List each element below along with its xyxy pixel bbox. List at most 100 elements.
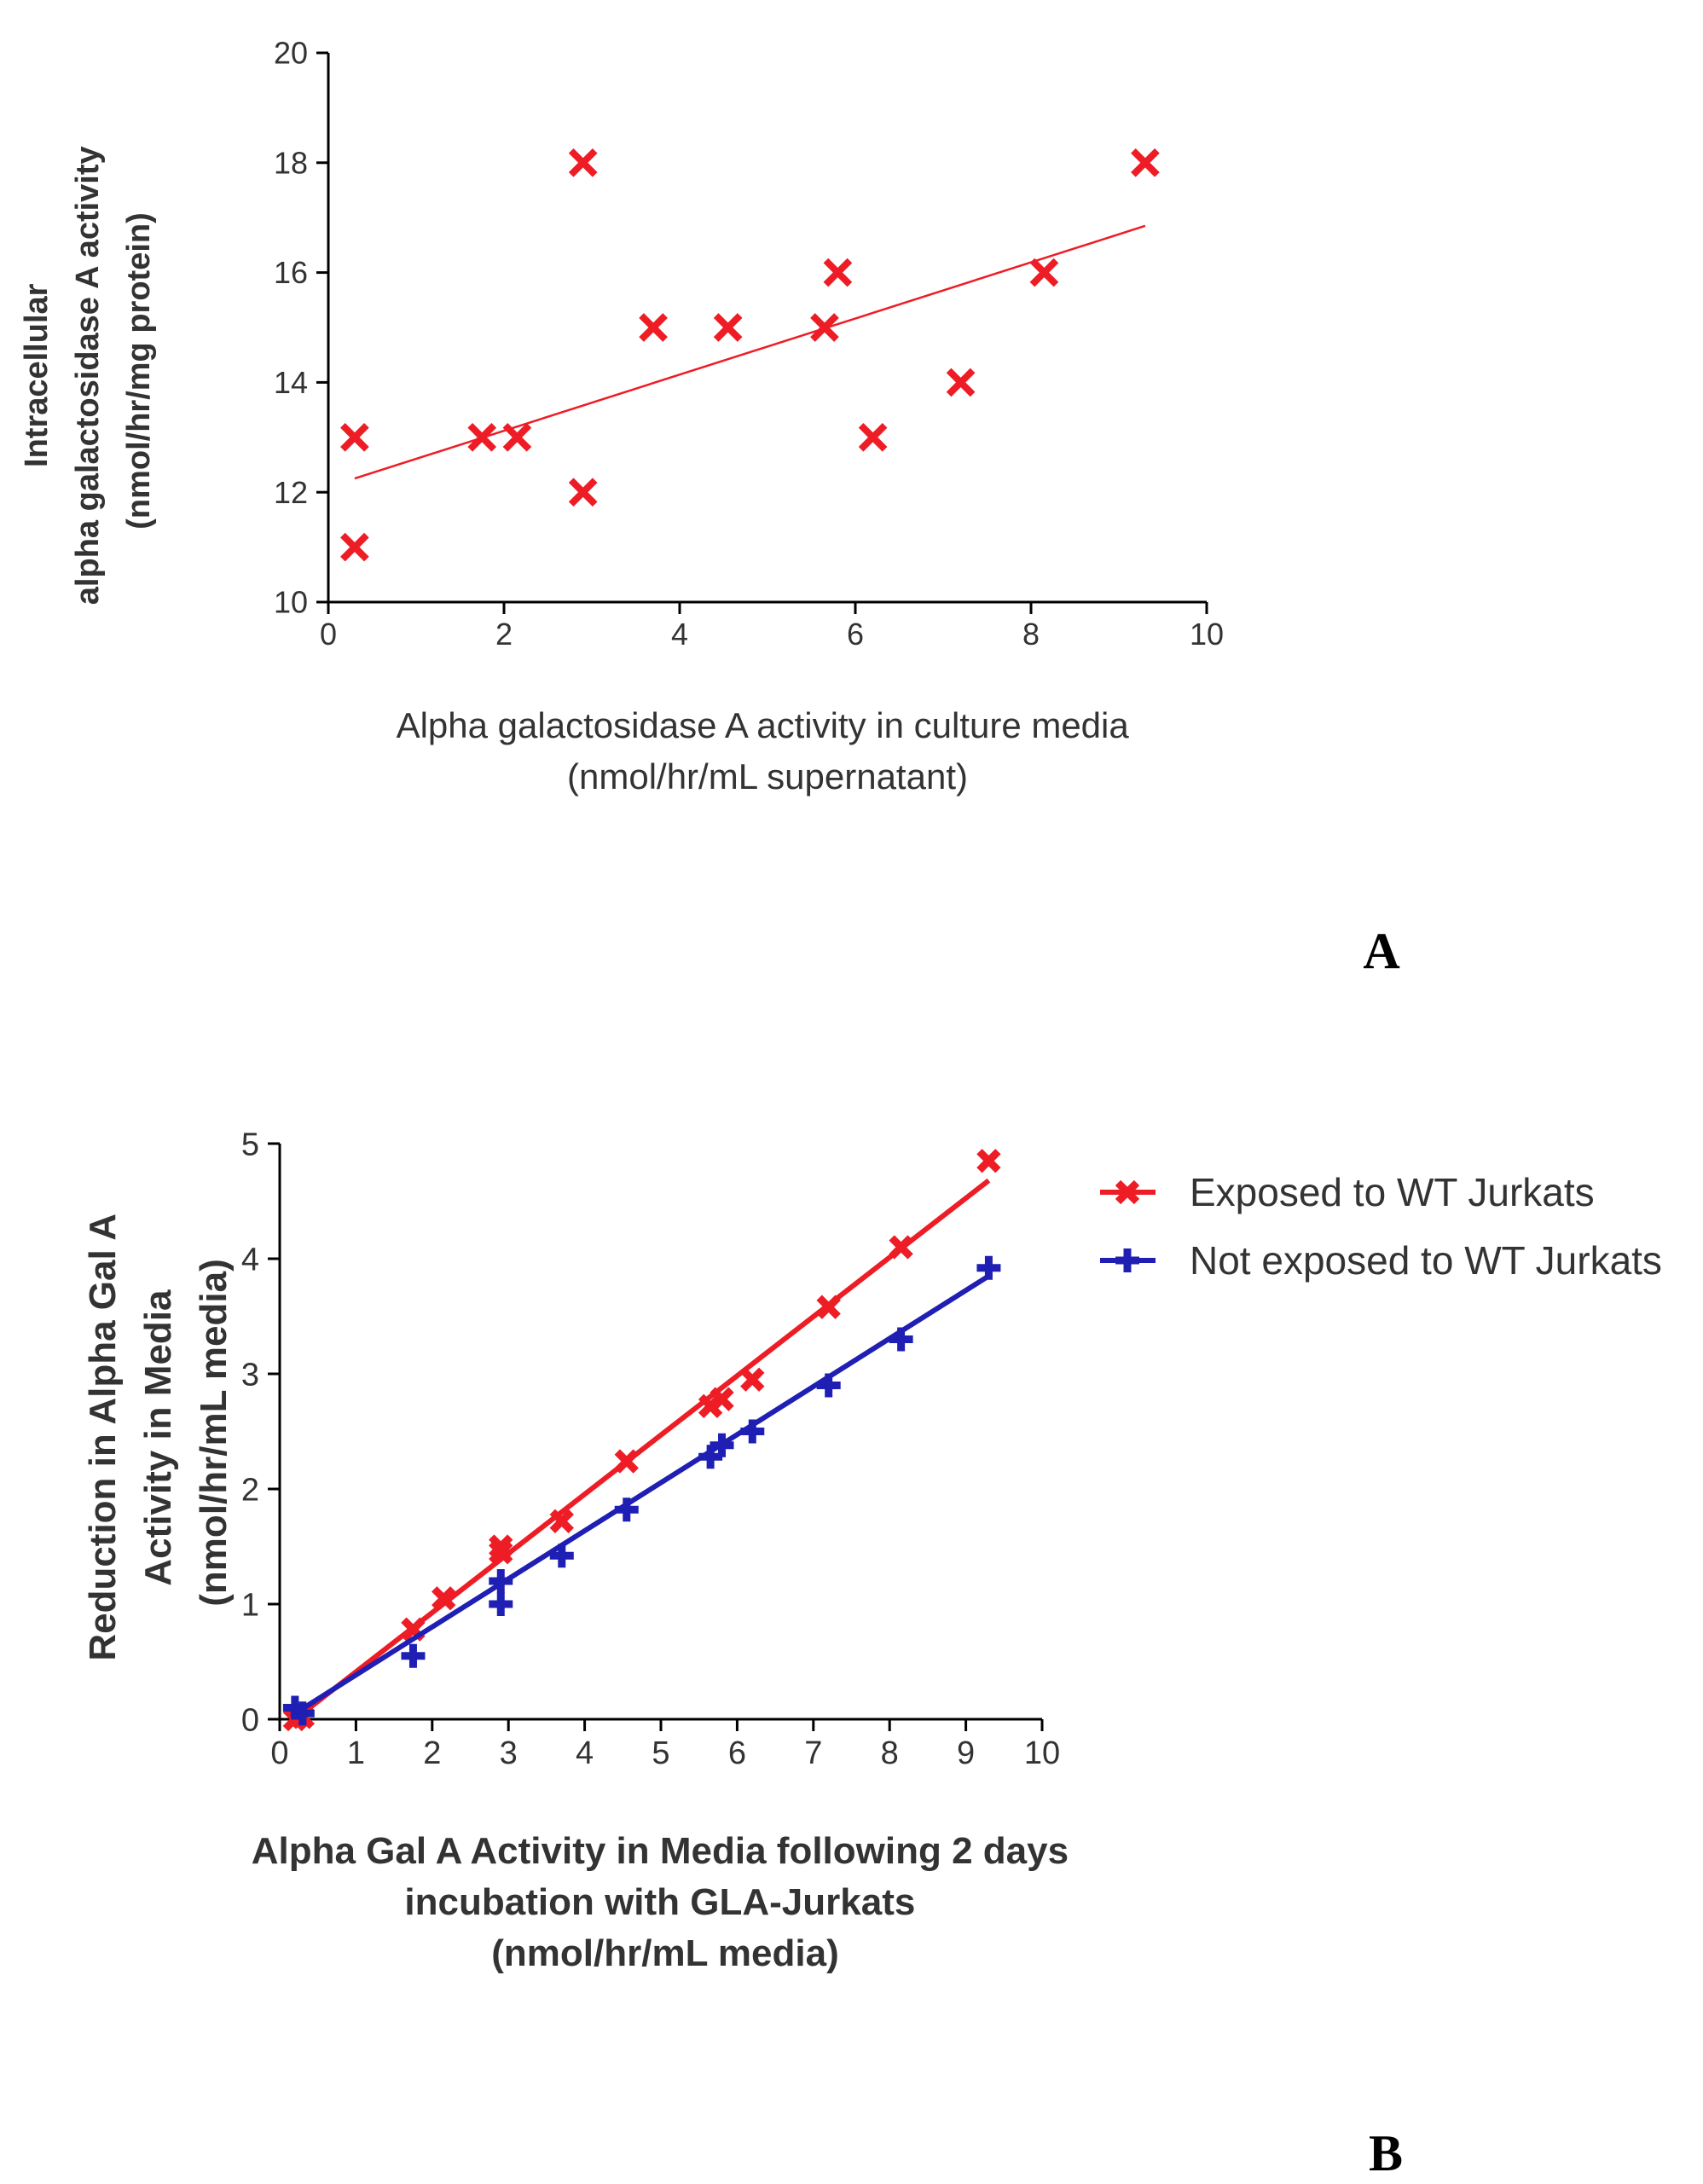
legend-marker-plus-icon [1115, 1248, 1139, 1272]
panel-a-x-tick-label: 10 [1190, 617, 1224, 652]
panel-b-data-point [976, 1255, 1001, 1280]
panel-b-data-point [740, 1419, 765, 1444]
panel-b-x-tick-label: 5 [652, 1735, 669, 1771]
legend-marker-x-icon [1115, 1179, 1140, 1205]
panel-b-data-point [614, 1449, 639, 1474]
panel-b-y-tick-label: 2 [241, 1472, 259, 1508]
panel-b: 0 1 2 3 4 5 6 7 8 9 10 0 1 2 3 4 5 Alpha Gal A Activity … [82, 1127, 1662, 2181]
panel-b-data-point [489, 1534, 513, 1559]
panel-a-y-tick-label: 16 [274, 255, 308, 290]
panel-a-x-tick-label: 8 [1022, 617, 1040, 652]
panel-b-x-tick-label: 9 [957, 1735, 975, 1771]
panel-b-x-tick-label: 6 [728, 1735, 746, 1771]
panel-b-x-tick-label: 7 [804, 1735, 822, 1771]
panel-b-x-axis-label-line3: (nmol/hr/mL media) [491, 1932, 838, 1974]
panel-b-data-point [489, 1569, 513, 1593]
panel-b-data-point [489, 1540, 513, 1565]
panel-a-y-axis-label-line3: (nmol/hr/mg protein) [121, 212, 157, 530]
panel-a-data-point [639, 313, 668, 342]
panel-a-data-point [340, 532, 369, 562]
panel-b-data-point [432, 1586, 456, 1611]
panel-b-x-tick-label: 1 [347, 1735, 365, 1771]
panel-b-letter: B [1369, 2125, 1403, 2181]
legend-entry-not-exposed: Not exposed to WT Jurkats [1100, 1238, 1662, 1283]
panel-b-data-point [614, 1498, 639, 1522]
panel-b-y-tick-label: 1 [241, 1587, 259, 1623]
panel-a-data-point [946, 368, 976, 397]
panel-b-series-exposed [282, 1149, 1001, 1732]
panel-a-y-tick-label: 18 [274, 145, 308, 180]
panel-a-data-point [502, 422, 532, 452]
panel-b-series-line [293, 1178, 991, 1722]
panel-b-legend: Exposed to WT Jurkats Not exposed to WT … [1100, 1170, 1662, 1283]
panel-b-plot-area: 0 1 2 3 4 5 6 7 8 9 10 0 1 2 3 4 5 [241, 1127, 1060, 1771]
panel-a-data-point [1131, 148, 1160, 177]
panel-a-y-tick-label: 20 [274, 36, 308, 71]
legend-marker-exposed-icon [1115, 1179, 1140, 1205]
panel-b-series-not-exposed [282, 1255, 1001, 1726]
legend-marker-not-exposed-icon [1115, 1248, 1139, 1272]
panel-a-data-point [858, 422, 888, 452]
panel-b-series-line [293, 1273, 991, 1716]
panel-a-y-tick-label: 12 [274, 475, 308, 510]
panel-a-data-point [823, 258, 853, 287]
panel-b-data-point [489, 1592, 513, 1616]
panel-a-x-tick-label: 2 [495, 617, 513, 652]
panel-a-x-axis-label: Alpha galactosidase A activity in cultur… [397, 705, 1139, 797]
panel-b-x-axis-label: Alpha Gal A Activity in Media following … [252, 1830, 1080, 1974]
panel-a: 0 2 4 6 8 10 10 12 14 16 18 20 Alpha galactosidase … [19, 36, 1400, 979]
panel-b-data-point [816, 1373, 841, 1398]
panel-b-y-tick-label: 3 [241, 1357, 259, 1393]
panel-a-data-point [340, 422, 369, 452]
panel-b-data-point [889, 1235, 913, 1260]
panel-b-data-point [710, 1433, 734, 1457]
panel-a-y-tick-label: 14 [274, 365, 308, 400]
panel-b-x-tick-label: 2 [423, 1735, 441, 1771]
panel-b-y-axis-label-line2: Activity in Media [137, 1289, 179, 1586]
panel-b-y-tick-label: 5 [241, 1127, 259, 1162]
panel-b-y-tick-label: 0 [241, 1702, 259, 1738]
panel-b-data-point [816, 1295, 841, 1319]
panel-a-trendline [354, 224, 1146, 480]
panel-b-data-point [976, 1149, 1001, 1173]
panel-a-x-tick-label: 0 [320, 617, 337, 652]
panel-b-data-point [401, 1643, 426, 1668]
panel-a-y-tick-label: 10 [274, 585, 308, 620]
panel-a-data-point [568, 478, 598, 507]
panel-b-x-tick-label: 8 [881, 1735, 899, 1771]
panel-b-data-point [740, 1367, 765, 1392]
panel-a-y-axis-label: Intracellular alpha galactosidase A acti… [19, 137, 157, 605]
panel-a-plot-area: 0 2 4 6 8 10 10 12 14 16 18 20 [274, 36, 1224, 652]
panel-a-y-axis-label-line2: alpha galactosidase A activity [70, 146, 106, 605]
panel-b-x-axis-label-line2: incubation with GLA-Jurkats [404, 1881, 915, 1923]
panel-a-x-axis-label-line2: (nmol/hr/mL supernatant) [567, 756, 968, 797]
panel-b-x-tick-label: 3 [500, 1735, 518, 1771]
panel-a-data-point [1029, 258, 1059, 287]
panel-b-y-tick-label: 4 [241, 1242, 259, 1277]
legend-label-not-exposed: Not exposed to WT Jurkats [1190, 1238, 1662, 1283]
legend-label-exposed: Exposed to WT Jurkats [1190, 1170, 1595, 1214]
panel-b-data-point [710, 1387, 734, 1411]
panel-b-y-axis-label-line1: Reduction in Alpha Gal A [82, 1214, 124, 1661]
panel-a-data-point [568, 148, 598, 177]
panel-b-y-axis-label-line3: (nmol/hr/mL media) [193, 1259, 235, 1606]
panel-b-x-tick-label: 10 [1024, 1735, 1060, 1771]
panel-a-data-point [810, 313, 839, 342]
legend-entry-exposed: Exposed to WT Jurkats [1100, 1170, 1595, 1214]
panel-b-data-point [549, 1544, 574, 1568]
panel-a-data-point [467, 422, 497, 452]
panel-b-x-tick-label: 4 [576, 1735, 594, 1771]
panel-b-data-point [290, 1701, 315, 1726]
panel-b-y-axis-label: Reduction in Alpha Gal A Activity in Med… [82, 1204, 235, 1660]
panel-a-data-point [713, 313, 743, 342]
panel-a-x-tick-label: 6 [847, 617, 864, 652]
panel-b-data-point [889, 1327, 913, 1352]
panel-a-letter: A [1363, 923, 1399, 979]
panel-b-x-axis-label-line1: Alpha Gal A Activity in Media following … [252, 1830, 1069, 1872]
panel-a-y-axis-label-line1: Intracellular [19, 283, 55, 467]
panel-b-x-tick-label: 0 [270, 1735, 288, 1771]
panel-a-x-tick-label: 4 [671, 617, 688, 652]
panel-b-data-point [549, 1509, 574, 1533]
panel-a-x-axis-label-line1: Alpha galactosidase A activity in cultur… [397, 705, 1130, 745]
